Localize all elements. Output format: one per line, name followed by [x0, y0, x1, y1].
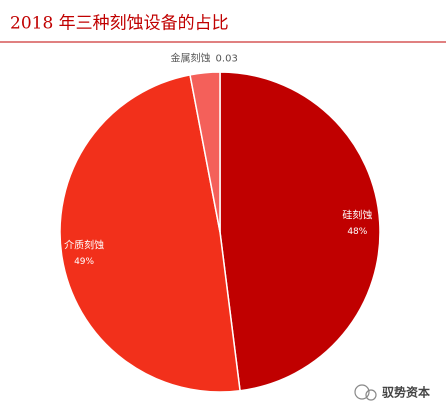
slice-category-label: 金属刻蚀 [171, 52, 211, 65]
pie-slice [189, 71, 221, 233]
pie-slice [59, 73, 241, 393]
watermark: 驭势资本 [354, 384, 430, 401]
slice-value-label: 49% [74, 257, 94, 267]
slice-value-label: 48% [347, 227, 367, 237]
slice-label: 金属刻蚀 0.03 [171, 52, 238, 65]
slice-category-label: 硅刻蚀 [342, 208, 372, 221]
watermark-icon [365, 389, 377, 401]
watermark-text: 驭势资本 [382, 385, 430, 400]
slice-category-label: 介质刻蚀 [64, 239, 104, 252]
chart-title: 2018 年三种刻蚀设备的占比 [10, 14, 229, 34]
watermark-icon [354, 384, 370, 400]
slice-value-label: 0.03 [216, 54, 238, 65]
pie-slice [219, 71, 381, 392]
